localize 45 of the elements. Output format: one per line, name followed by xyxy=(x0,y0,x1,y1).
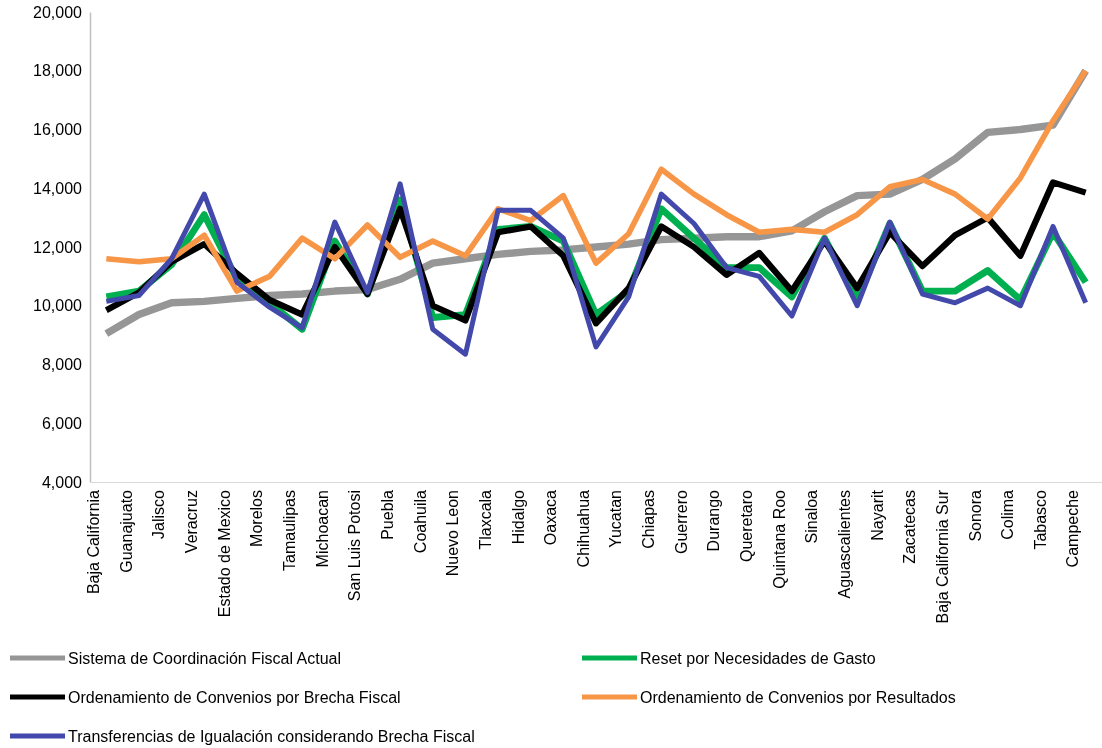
y-tick-label: 8,000 xyxy=(41,356,83,374)
legend-label: Transferencias de Igualación considerando Brecha Fiscal xyxy=(68,727,475,745)
y-tick-label: 10,000 xyxy=(33,297,83,315)
x-tick-label: Sonora xyxy=(966,489,984,542)
y-tick-label: 16,000 xyxy=(33,121,83,139)
y-tick-label: 12,000 xyxy=(33,238,83,256)
x-tick-label: Veracruz xyxy=(183,490,201,554)
x-tick-label: Durango xyxy=(705,489,723,552)
x-tick-label: Nayarit xyxy=(868,489,886,541)
y-tick-label: 4,000 xyxy=(41,473,83,491)
x-tick-label: Nuevo Leon xyxy=(444,490,462,577)
x-tick-label: Hidalgo xyxy=(509,489,527,545)
x-tick-label: Campeche xyxy=(1064,489,1082,568)
x-tick-label: Michoacan xyxy=(313,490,331,568)
x-tick-label: Jalisco xyxy=(150,489,168,539)
x-tick-label: Oaxaca xyxy=(542,489,560,546)
y-tick-label: 18,000 xyxy=(33,62,83,80)
legend-label: Reset por Necesidades de Gasto xyxy=(640,649,876,667)
y-tick-label: 14,000 xyxy=(33,179,83,197)
x-tick-label: Baja California Sur xyxy=(933,489,951,624)
x-tick-label: Chiapas xyxy=(640,490,658,549)
x-tick-label: Sinaloa xyxy=(803,489,821,544)
x-tick-label: Aguascalientes xyxy=(835,490,853,599)
x-tick-label: Coahuila xyxy=(411,489,429,554)
x-tick-label: Yucatan xyxy=(607,490,625,548)
x-tick-label: Guanajuato xyxy=(117,489,135,573)
x-tick-label: Guerrero xyxy=(672,489,690,555)
x-tick-label: Baja California xyxy=(85,489,103,595)
x-tick-label: Colima xyxy=(999,489,1017,540)
legend-label: Sistema de Coordinación Fiscal Actual xyxy=(68,649,342,667)
x-tick-label: San Luis Potosi xyxy=(346,490,364,602)
x-tick-label: Estado de Mexico xyxy=(215,489,233,618)
legend-label: Ordenamiento de Convenios por Resultados xyxy=(640,688,956,706)
y-tick-label: 6,000 xyxy=(41,414,83,432)
x-tick-label: Puebla xyxy=(378,489,396,540)
x-tick-label: Tlaxcala xyxy=(476,489,494,550)
x-tick-label: Tabasco xyxy=(1031,489,1049,550)
legend-label: Ordenamiento de Convenios por Brecha Fiscal xyxy=(68,688,401,706)
y-tick-label: 20,000 xyxy=(33,3,83,21)
x-tick-label: Queretaro xyxy=(738,489,756,563)
x-tick-label: Chihuahua xyxy=(574,489,592,568)
x-tick-label: Quintana Roo xyxy=(770,489,788,589)
x-tick-label: Zacatecas xyxy=(901,490,919,564)
x-tick-label: Tamaulipas xyxy=(280,490,298,571)
x-tick-label: Morelos xyxy=(248,490,266,547)
